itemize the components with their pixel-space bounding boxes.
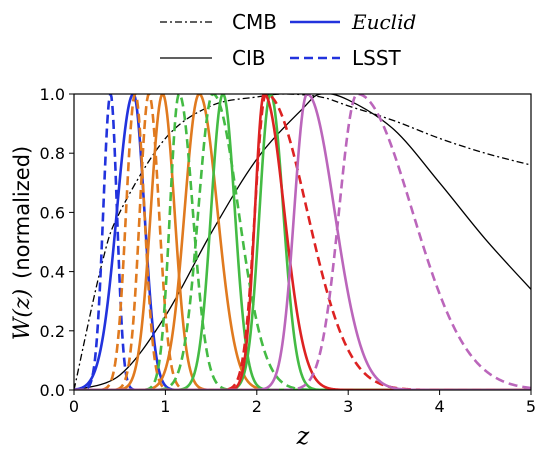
x-axis-title: z [296,422,310,450]
series-line-euclid-12 [74,94,531,390]
y-axis-title: W(z) (normalized) [10,146,35,340]
legend: CMB Euclid CIB LSST [160,10,416,70]
plot-frame [73,93,532,391]
svg-text:W(z) (normalized): W(z) (normalized) [10,146,35,340]
x-tick-label: 4 [435,397,445,416]
y-tick-label: 1.0 [40,85,65,104]
series-line-lsst-13 [74,94,531,390]
legend-label-euclid: Euclid [351,10,416,34]
y-tick-label: 0.8 [40,144,65,163]
legend-label-cib: CIB [232,46,266,70]
legend-label-lsst: LSST [352,46,402,70]
y-axis: 0.0 0.2 0.4 0.6 0.8 1.0 [40,85,74,400]
x-tick-label: 5 [526,397,536,416]
series-line-euclid-11 [74,94,531,390]
x-axis: 0 1 2 3 4 5 [69,390,536,416]
y-tick-label: 0.4 [40,263,65,282]
x-tick-label: 2 [252,397,262,416]
y-tick-label: 0.0 [40,381,65,400]
plot-curves [74,94,531,390]
series-line-lsst-8 [74,94,531,390]
legend-label-cmb: CMB [232,10,277,34]
series-line-euclid-4 [74,94,531,390]
x-tick-label: 0 [69,397,79,416]
y-axis-title-text: (normalized) [10,146,34,279]
x-tick-label: 1 [160,397,170,416]
x-tick-label: 3 [343,397,353,416]
series-line-lsst-5 [74,94,531,390]
y-tick-label: 0.2 [40,322,65,341]
y-tick-label: 0.6 [40,203,65,222]
y-axis-title-math: W(z) [10,289,35,340]
series-line-lsst-15 [74,94,531,390]
series-line-euclid-14 [74,94,531,390]
